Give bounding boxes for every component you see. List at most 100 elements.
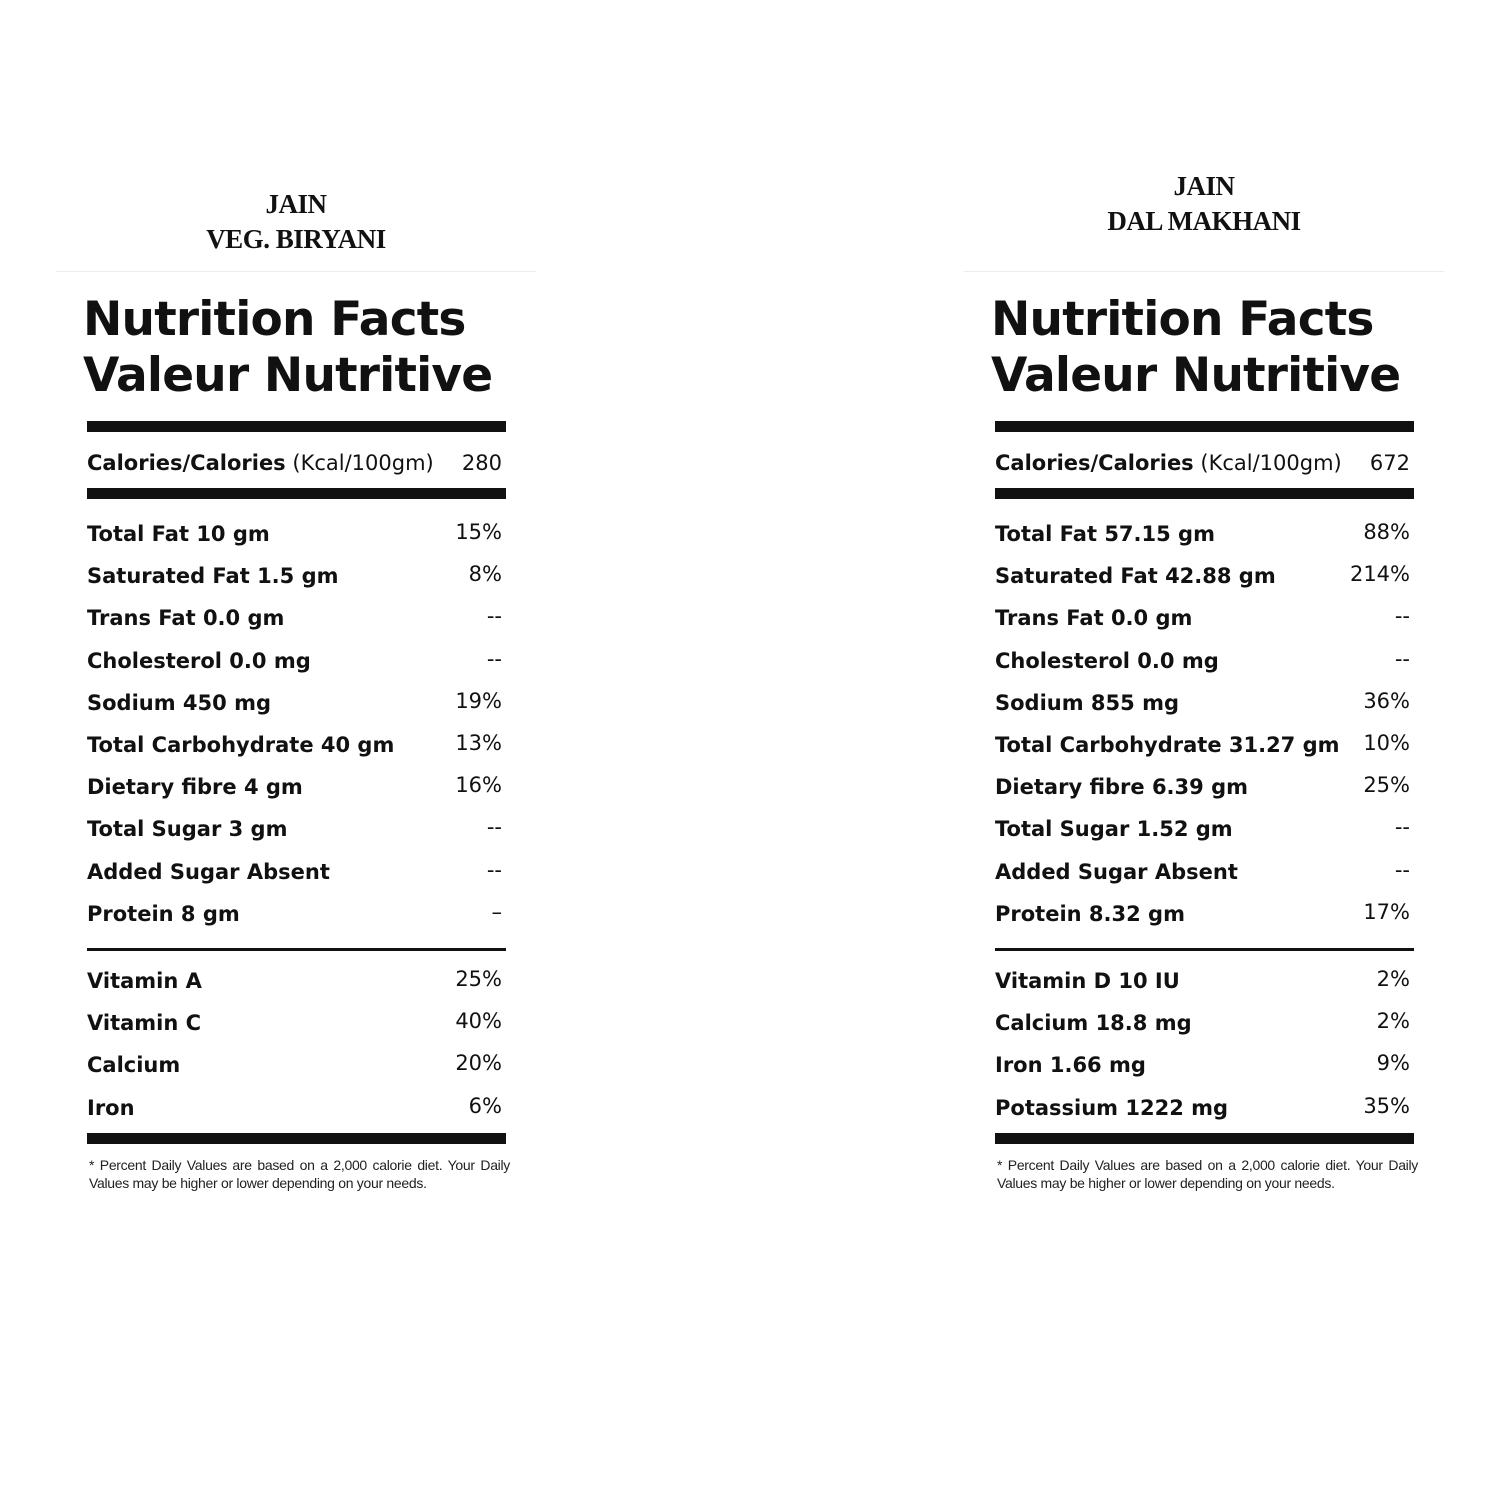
nutrient-label: Saturated Fat 42.88 gm (995, 564, 1276, 589)
nutrient-row: Protein 8.32 gm 17% (995, 893, 1410, 935)
calories-label: Calories/Calories (995, 451, 1194, 475)
nutrient-daily-value: 10% (1363, 730, 1410, 755)
vitamin-label: Vitamin D 10 IU (995, 969, 1180, 993)
nutrient-row: Total Sugar 3 gm -- (87, 808, 502, 850)
nutrient-daily-value: 25% (1363, 773, 1410, 798)
vitamin-row: Vitamin D 10 IU 2% (995, 960, 1410, 1002)
nutrient-row: Saturated Fat 1.5 gm 8% (87, 555, 502, 597)
nutrient-daily-value: 16% (455, 773, 502, 798)
nutrient-row: Cholesterol 0.0 mg -- (995, 640, 1410, 682)
nutrient-row: Saturated Fat 42.88 gm 214% (995, 555, 1410, 597)
nutrient-row: Total Carbohydrate 31.27 gm 10% (995, 724, 1410, 766)
nutrient-label: Sodium 855 mg (995, 690, 1179, 715)
nutrition-panel-dal-makhani: JAIN DAL MAKHANI Nutrition Facts Valeur … (964, 0, 1444, 1500)
nutrient-label: Trans Fat 0.0 gm (995, 606, 1193, 631)
vitamin-label: Iron 1.66 mg (995, 1053, 1146, 1078)
nutrient-row: Added Sugar Absent -- (995, 851, 1410, 893)
product-title: JAIN DAL MAKHANI (964, 169, 1444, 239)
vitamin-label: Vitamin A (87, 969, 202, 993)
calories-row: Calories/Calories (Kcal/100gm) 280 (87, 447, 502, 479)
vitamin-label: Calcium 18.8 mg (995, 1011, 1192, 1036)
calories-row: Calories/Calories (Kcal/100gm) 672 (995, 447, 1410, 479)
product-title-line-2: DAL MAKHANI (1107, 206, 1301, 236)
vitamin-row: Iron 1.66 mg 9% (995, 1044, 1410, 1086)
calories-value: 672 (1369, 451, 1410, 475)
vitamin-daily-value: 6% (468, 1093, 502, 1118)
nutrient-daily-value: 88% (1363, 520, 1410, 544)
nutrient-row: Dietary fibre 4 gm 16% (87, 766, 502, 808)
vitamin-label: Calcium (87, 1053, 181, 1078)
title-divider (964, 271, 1444, 272)
nutrient-daily-value: -- (1394, 815, 1410, 840)
nutrient-daily-value: -- (486, 857, 502, 882)
thick-divider (87, 421, 506, 432)
nutrition-panel-veg-biryani: JAIN VEG. BIRYANI Nutrition Facts Valeur… (56, 0, 536, 1500)
vitamin-row: Iron 6% (87, 1087, 502, 1129)
heading-french: Valeur Nutritive (83, 348, 493, 403)
nutrient-label: Total Fat 10 gm (87, 522, 270, 546)
nutrient-daily-value: 15% (455, 520, 502, 544)
calories-label: Calories/Calories (87, 451, 286, 475)
vitamin-label: Potassium 1222 mg (995, 1095, 1229, 1120)
vitamin-daily-value: 40% (455, 1009, 502, 1034)
calories-unit: (Kcal/100gm) (1200, 451, 1342, 475)
nutrition-facts-heading: Nutrition Facts Valeur Nutritive (991, 292, 1401, 404)
daily-value-footnote: * Percent Daily Values are based on a 2,… (997, 1157, 1418, 1191)
nutrient-daily-value: -- (1394, 857, 1410, 882)
nutrient-daily-value: 19% (455, 688, 502, 713)
nutrient-daily-value: -- (1394, 604, 1410, 629)
calories-unit: (Kcal/100gm) (292, 451, 434, 475)
nutrient-row: Total Carbohydrate 40 gm 13% (87, 724, 502, 766)
nutrient-label: Protein 8.32 gm (995, 901, 1185, 926)
nutrient-label: Total Carbohydrate 40 gm (87, 732, 395, 757)
nutrient-row: Trans Fat 0.0 gm -- (87, 597, 502, 639)
nutrient-daily-value: 214% (1349, 562, 1410, 587)
nutrient-row: Protein 8 gm – (87, 893, 502, 935)
vitamin-daily-value: 2% (1376, 1009, 1410, 1034)
thin-divider (87, 948, 506, 951)
title-divider (56, 271, 536, 272)
nutrient-row: Cholesterol 0.0 mg -- (87, 640, 502, 682)
nutrient-label: Dietary fibre 6.39 gm (995, 775, 1248, 800)
thick-divider (995, 488, 1414, 499)
thick-divider (87, 488, 506, 499)
nutrition-facts-heading: Nutrition Facts Valeur Nutritive (83, 292, 493, 404)
heading-french: Valeur Nutritive (991, 348, 1401, 403)
heading-english: Nutrition Facts (991, 292, 1374, 347)
vitamin-row: Calcium 18.8 mg 2% (995, 1002, 1410, 1044)
nutrient-row: Total Fat 57.15 gm 88% (995, 513, 1410, 555)
nutrient-label: Total Fat 57.15 gm (995, 522, 1215, 546)
vitamin-row: Vitamin A 25% (87, 960, 502, 1002)
nutrient-row: Sodium 855 mg 36% (995, 682, 1410, 724)
product-title-line-1: JAIN (265, 189, 327, 219)
nutrient-label: Cholesterol 0.0 mg (995, 648, 1219, 673)
nutrient-list: Total Fat 57.15 gm 88% Saturated Fat 42.8… (995, 513, 1410, 935)
vitamin-daily-value: 2% (1376, 967, 1410, 991)
thick-divider (87, 1133, 506, 1144)
vitamin-label: Vitamin C (87, 1011, 202, 1036)
nutrient-row: Trans Fat 0.0 gm -- (995, 597, 1410, 639)
nutrient-label: Added Sugar Absent (995, 859, 1238, 884)
thick-divider (995, 421, 1414, 432)
nutrient-label: Dietary fibre 4 gm (87, 775, 303, 800)
product-title-line-1: JAIN (1173, 171, 1235, 201)
nutrient-label: Saturated Fat 1.5 gm (87, 564, 339, 589)
nutrient-row: Total Sugar 1.52 gm -- (995, 808, 1410, 850)
nutrient-row: Sodium 450 mg 19% (87, 682, 502, 724)
nutrient-daily-value: -- (486, 815, 502, 840)
nutrient-row: Dietary fibre 6.39 gm 25% (995, 766, 1410, 808)
nutrient-daily-value: 17% (1363, 899, 1410, 924)
nutrient-daily-value: -- (486, 604, 502, 629)
nutrient-label: Cholesterol 0.0 mg (87, 648, 311, 673)
nutrient-label: Protein 8 gm (87, 901, 240, 926)
vitamin-daily-value: 9% (1376, 1051, 1410, 1076)
nutrient-label: Total Sugar 1.52 gm (995, 817, 1233, 842)
nutrient-row: Added Sugar Absent -- (87, 851, 502, 893)
nutrient-daily-value: 8% (468, 562, 502, 587)
nutrient-label: Trans Fat 0.0 gm (87, 606, 285, 631)
nutrient-daily-value: 13% (455, 730, 502, 755)
nutrient-daily-value: 36% (1363, 688, 1410, 713)
nutrient-daily-value: -- (486, 646, 502, 671)
nutrient-label: Total Carbohydrate 31.27 gm (995, 732, 1340, 757)
vitamin-list: Vitamin D 10 IU 2% Calcium 18.8 mg 2% Iron… (995, 960, 1410, 1129)
